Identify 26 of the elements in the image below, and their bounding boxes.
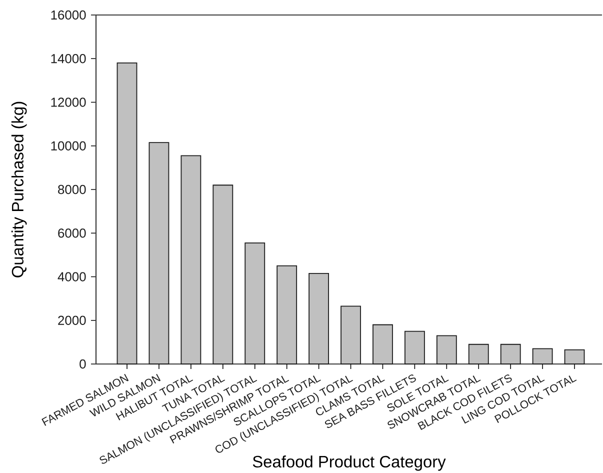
bar	[276, 265, 298, 364]
y-tick-label: 2000	[58, 316, 86, 325]
y-tick-label: 8000	[58, 184, 86, 194]
bar	[212, 184, 234, 364]
y-tick-label: 6000	[58, 228, 86, 238]
bar	[180, 155, 202, 364]
bar	[564, 349, 585, 364]
bar	[372, 324, 393, 364]
y-tick-label: 10000	[51, 141, 86, 150]
bar	[308, 273, 329, 364]
bar	[500, 344, 521, 364]
y-tick-label: 14000	[51, 54, 86, 64]
bar	[468, 344, 489, 364]
bar	[532, 348, 553, 364]
y-axis-title: Quantity Purchased (kg)	[11, 102, 27, 278]
y-tick-label: 16000	[51, 10, 86, 20]
y-tick-label: 12000	[51, 98, 86, 107]
bar	[116, 62, 138, 364]
y-tick-label: 4000	[58, 272, 86, 282]
bar	[404, 330, 425, 364]
bar	[244, 242, 266, 364]
bar	[436, 335, 457, 364]
y-tick-label: 0	[80, 359, 86, 369]
bar	[148, 142, 170, 364]
x-axis-title: Seafood Product Category	[252, 455, 446, 471]
bar	[340, 306, 361, 364]
